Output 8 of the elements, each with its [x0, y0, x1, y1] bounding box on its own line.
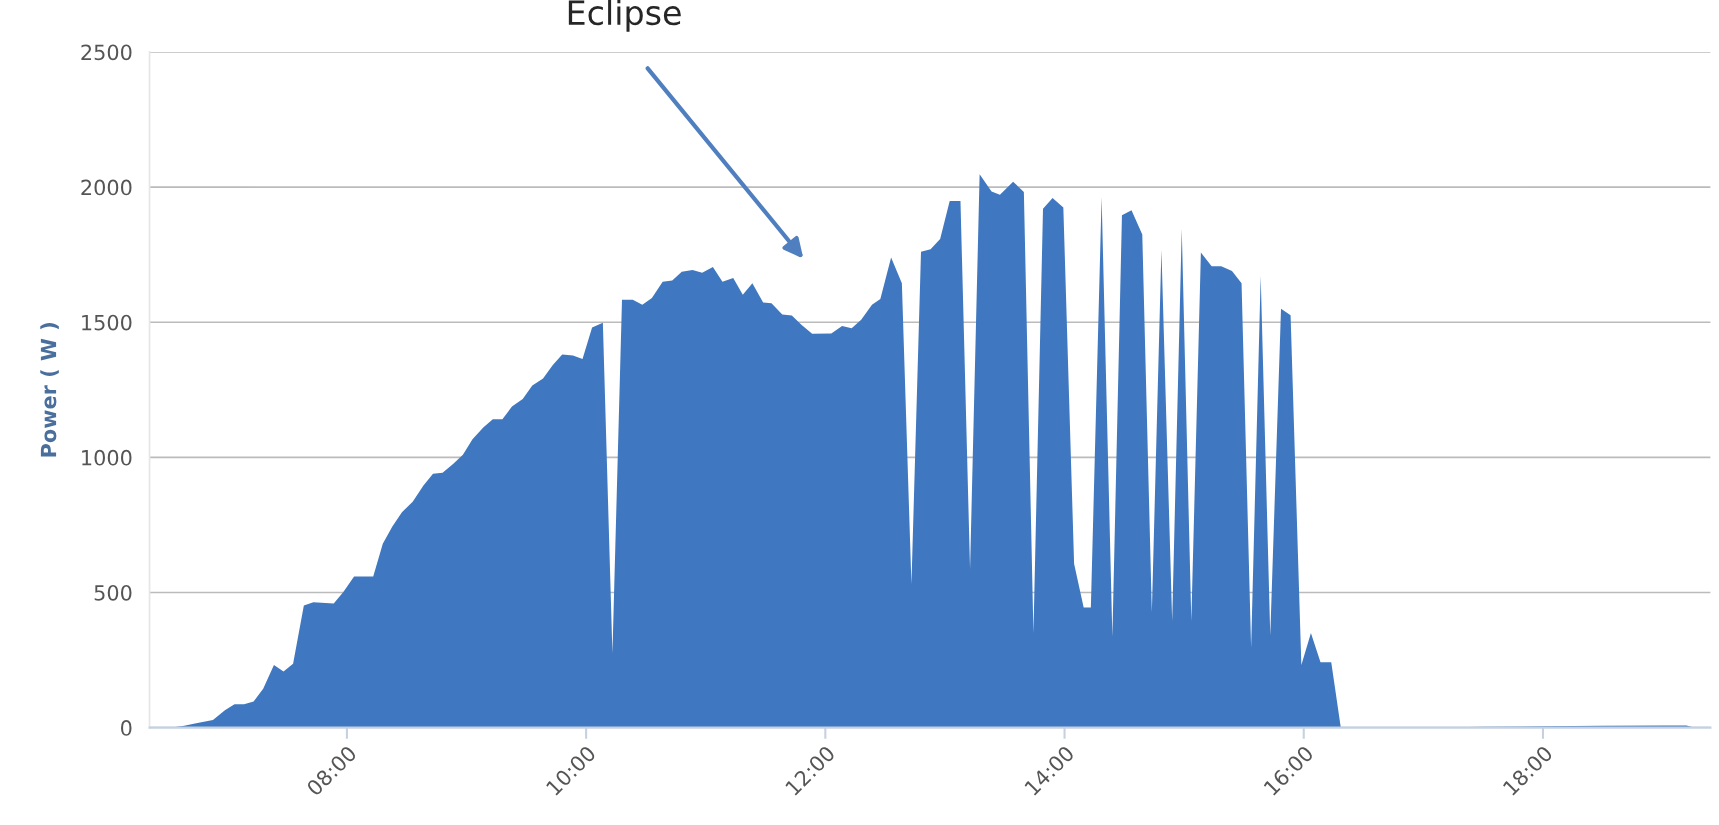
y-tick-label: 2000 [81, 179, 132, 196]
text: Eclipse [568, 0, 681, 32]
y-tick-label: 1500 [82, 314, 132, 331]
y-tick-label: 500 [94, 584, 132, 601]
y-tick-label: 0 [121, 720, 132, 736]
y-axis-title: Power ( W ) [40, 323, 59, 457]
y-tick-label: 1000 [82, 449, 132, 466]
y-tick-label: 2500 [81, 44, 132, 61]
